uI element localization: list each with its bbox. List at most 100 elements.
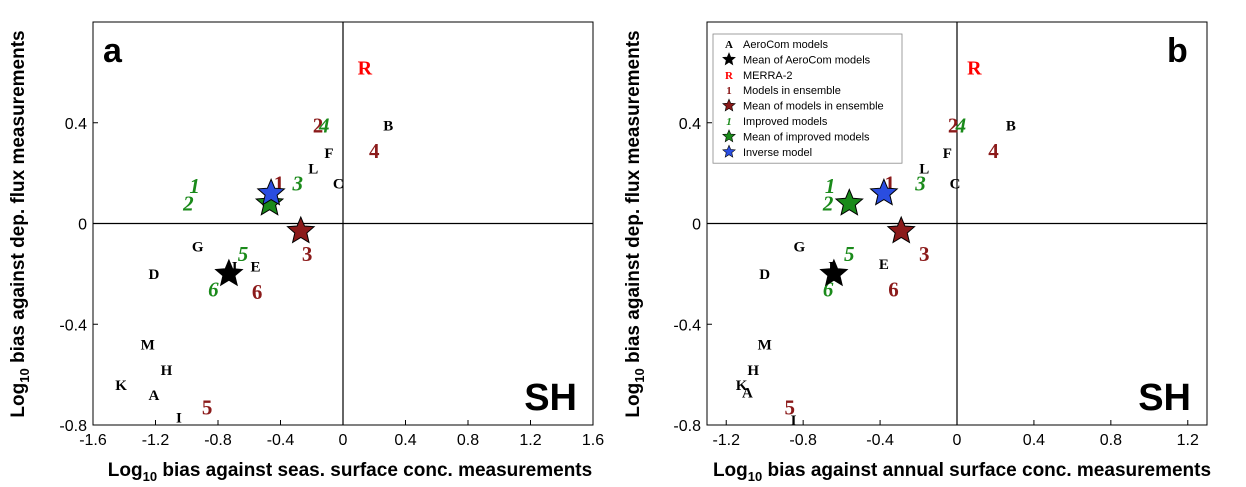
point-ensemble-6: 6 bbox=[252, 280, 263, 304]
legend-entry-label: Mean of models in ensemble bbox=[743, 101, 884, 113]
x-tick-label: -0.8 bbox=[204, 432, 232, 449]
panel-letter: b bbox=[1167, 32, 1188, 70]
point-improved-5: 5 bbox=[844, 242, 855, 266]
point-aerocom-L: L bbox=[308, 161, 318, 177]
point-aerocom-A: A bbox=[149, 388, 160, 404]
legend-symbol-improved: 1 bbox=[726, 116, 732, 128]
legend-entry-label: Models in ensemble bbox=[743, 85, 841, 97]
point-aerocom-F: F bbox=[324, 146, 333, 162]
point-improved-1: 1 bbox=[825, 174, 836, 198]
point-aerocom-C: C bbox=[333, 176, 344, 192]
y-axis-title: Log10 bias against dep. flux measurement… bbox=[623, 30, 647, 417]
star-inverse bbox=[869, 177, 899, 206]
point-ensemble-4: 4 bbox=[369, 139, 380, 163]
point-aerocom-D: D bbox=[759, 267, 770, 283]
panel-a: -1.6 -1.2 -0.8 -0.4 0 0.4 0.8 1.2 1.6 -0.8 -0.4 0 0.… bbox=[8, 21, 604, 484]
x-tick-label: 0 bbox=[339, 432, 348, 449]
point-ensemble-5: 5 bbox=[784, 396, 795, 420]
legend-symbol-merra: R bbox=[725, 70, 734, 82]
legend-box bbox=[712, 33, 903, 164]
legend-entry-label: Improved models bbox=[743, 116, 828, 128]
x-tick-label: 1.2 bbox=[1177, 432, 1199, 449]
legend-star-ensemble bbox=[722, 98, 736, 112]
point-aerocom-M: M bbox=[141, 338, 155, 354]
legend-entry-label: Mean of improved models bbox=[743, 131, 870, 143]
x-tick-label: -0.4 bbox=[267, 432, 295, 449]
point-aerocom-J: J bbox=[230, 260, 238, 276]
point-merra-R: R bbox=[358, 57, 373, 79]
point-ensemble-1: 1 bbox=[884, 172, 895, 196]
point-ensemble-3: 3 bbox=[919, 242, 930, 266]
y-tick-label: -0.4 bbox=[59, 317, 87, 334]
point-ensemble-2: 2 bbox=[313, 114, 324, 138]
x-tick-label: 0.4 bbox=[1023, 432, 1045, 449]
point-aerocom-E: E bbox=[879, 257, 889, 273]
x-tick-label: -1.2 bbox=[712, 432, 740, 449]
point-aerocom-K: K bbox=[115, 378, 127, 394]
point-aerocom-B: B bbox=[1006, 119, 1016, 135]
y-tick-label: 0 bbox=[692, 217, 701, 234]
x-tick-label: 1.6 bbox=[582, 432, 604, 449]
point-improved-4: 4 bbox=[318, 114, 330, 138]
point-ensemble-2: 2 bbox=[948, 114, 959, 138]
x-tick-label: -1.6 bbox=[79, 432, 107, 449]
x-tick-label: -1.2 bbox=[142, 432, 170, 449]
legend-entry-label: MERRA-2 bbox=[743, 70, 793, 82]
point-aerocom-I: I bbox=[176, 411, 182, 427]
legend-star-improved bbox=[722, 129, 736, 143]
point-ensemble-1: 1 bbox=[274, 172, 285, 196]
point-aerocom-I: I bbox=[791, 413, 797, 429]
point-aerocom-G: G bbox=[793, 239, 805, 255]
star-improved bbox=[254, 188, 285, 216]
point-aerocom-F: F bbox=[943, 146, 952, 162]
x-tick-label: -0.8 bbox=[789, 432, 817, 449]
y-tick-label: 0 bbox=[78, 217, 87, 234]
point-improved-4: 4 bbox=[955, 114, 967, 138]
point-improved-6: 6 bbox=[823, 277, 834, 301]
x-tick-label: 0.8 bbox=[457, 432, 479, 449]
point-aerocom-H: H bbox=[747, 363, 759, 379]
legend-symbol-aerocom: A bbox=[725, 39, 733, 51]
point-aerocom-B: B bbox=[383, 119, 393, 135]
legend-star-aerocom bbox=[722, 52, 736, 66]
region-label: SH bbox=[1138, 377, 1191, 419]
y-axis-title: Log10 bias against dep. flux measurement… bbox=[8, 30, 32, 417]
point-improved-3: 3 bbox=[291, 172, 303, 196]
point-aerocom-H: H bbox=[161, 363, 173, 379]
point-ensemble-4: 4 bbox=[988, 139, 999, 163]
point-improved-2: 2 bbox=[822, 192, 834, 216]
point-aerocom-D: D bbox=[149, 267, 160, 283]
legend-entry-label: Inverse model bbox=[743, 147, 812, 159]
point-aerocom-K: K bbox=[736, 378, 748, 394]
legend-entry-label: AeroCom models bbox=[743, 39, 828, 51]
tick-group: -1.2 -0.8 -0.4 0 0.4 0.8 1.2 -0.8 -0.4 0 0.4 bbox=[673, 116, 1199, 449]
point-aerocom-E: E bbox=[250, 260, 260, 276]
star-ensemble bbox=[286, 215, 316, 244]
tick-group: -1.6 -1.2 -0.8 -0.4 0 0.4 0.8 1.2 1.6 -0.8 -0.4 0 0.… bbox=[59, 116, 604, 449]
point-improved-6: 6 bbox=[208, 277, 219, 301]
panel-b: -1.2 -0.8 -0.4 0 0.4 0.8 1.2 -0.8 -0.4 0 0.4 B FL C G… bbox=[623, 21, 1211, 484]
point-improved-2: 2 bbox=[182, 192, 194, 216]
point-ensemble-5: 5 bbox=[202, 396, 213, 420]
point-ensemble-3: 3 bbox=[302, 242, 313, 266]
legend-entry-label: Mean of AeroCom models bbox=[743, 54, 871, 66]
x-tick-label: 1.2 bbox=[519, 432, 541, 449]
star-inverse bbox=[256, 177, 286, 206]
star-aerocom bbox=[214, 258, 244, 287]
legend-symbol-ensemble: 1 bbox=[726, 85, 732, 97]
y-tick-label: 0.4 bbox=[679, 116, 701, 133]
x-tick-label: 0.8 bbox=[1100, 432, 1122, 449]
point-aerocom-C: C bbox=[950, 176, 961, 192]
x-axis-title: Log10 bias against annual surface conc. … bbox=[713, 460, 1211, 484]
point-improved-1: 1 bbox=[189, 174, 200, 198]
point-aerocom-G: G bbox=[192, 239, 204, 255]
point-aerocom-L: L bbox=[919, 161, 929, 177]
y-tick-label: -0.8 bbox=[673, 418, 701, 435]
point-aerocom-M: M bbox=[758, 338, 772, 354]
point-ensemble-6: 6 bbox=[888, 277, 899, 301]
legend: A AeroCom models Mean of AeroCom models R ME… bbox=[712, 33, 903, 164]
y-tick-label: -0.4 bbox=[673, 317, 701, 334]
